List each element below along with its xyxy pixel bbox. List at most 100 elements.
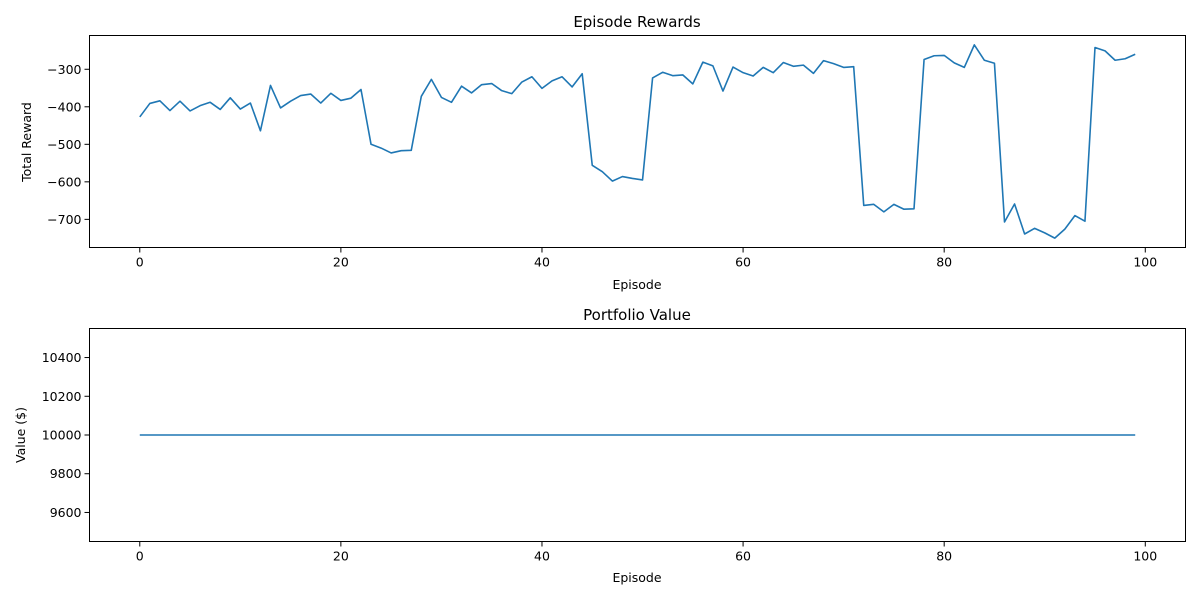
y-axis-label: Total Reward: [19, 102, 34, 183]
x-tick-label: 40: [534, 255, 550, 270]
data-point: [430, 78, 432, 80]
data-point: [521, 81, 523, 83]
x-tick-label: 60: [735, 549, 751, 564]
data-point: [511, 92, 513, 94]
data-point: [541, 87, 543, 89]
episode-rewards-chart: Episode Rewards Episode Total Reward 0 20…: [19, 13, 1186, 292]
data-point: [782, 61, 784, 63]
data-point: [913, 208, 915, 210]
data-point: [310, 93, 312, 95]
data-point: [752, 75, 754, 77]
data-point: [601, 171, 603, 173]
data-point: [139, 434, 141, 436]
x-tick-label: 100: [1133, 255, 1157, 270]
data-point: [1134, 434, 1136, 436]
data-point: [561, 76, 563, 78]
data-point: [702, 61, 704, 63]
data-point: [792, 65, 794, 67]
data-point: [299, 94, 301, 96]
data-point: [1023, 233, 1025, 235]
data-point: [943, 54, 945, 56]
y-tick-label: 9800: [50, 466, 82, 481]
data-point: [269, 84, 271, 86]
plot-frame: [89, 328, 1186, 542]
data-point: [762, 66, 764, 68]
y-tick-label: 9600: [50, 505, 82, 520]
data-point: [732, 66, 734, 68]
data-point: [903, 208, 905, 210]
data-point: [480, 83, 482, 85]
data-point: [380, 147, 382, 149]
data-point: [671, 74, 673, 76]
data-point: [802, 64, 804, 66]
data-point: [641, 179, 643, 181]
data-point: [873, 203, 875, 205]
data-point: [279, 107, 281, 109]
data-point: [812, 72, 814, 74]
series-group: [139, 44, 1136, 239]
x-tick-label: 0: [136, 549, 144, 564]
data-point: [501, 89, 503, 91]
data-point: [219, 108, 221, 110]
data-point: [571, 86, 573, 88]
y-tick-label: 10400: [42, 350, 82, 365]
tick-group: 0 20 40 60 80 100 −700 −600 −500 −400 −300: [47, 62, 1157, 270]
data-point: [893, 203, 895, 205]
data-point: [450, 101, 452, 103]
data-point: [199, 104, 201, 106]
data-point: [1003, 221, 1005, 223]
data-point: [189, 110, 191, 112]
chart-title: Episode Rewards: [573, 13, 701, 31]
data-point: [350, 97, 352, 99]
x-tick-label: 20: [333, 255, 349, 270]
data-point: [631, 177, 633, 179]
data-point: [400, 149, 402, 151]
x-axis-label: Episode: [612, 277, 661, 292]
data-point: [651, 77, 653, 79]
data-point: [1033, 227, 1035, 229]
portfolio-value-chart: Portfolio Value Episode Value ($) 0 20 40 6…: [13, 306, 1186, 585]
data-point: [883, 211, 885, 213]
data-point: [712, 65, 714, 67]
data-point: [470, 92, 472, 94]
data-point: [1124, 58, 1126, 60]
data-point: [581, 73, 583, 75]
data-point: [320, 102, 322, 104]
data-point: [149, 102, 151, 104]
data-point: [973, 44, 975, 46]
y-tick-label: −600: [47, 174, 81, 189]
data-point: [611, 180, 613, 182]
data-point: [822, 59, 824, 61]
data-point: [360, 88, 362, 90]
data-point: [661, 71, 663, 73]
x-axis-label: Episode: [612, 570, 661, 585]
x-tick-label: 40: [534, 549, 550, 564]
data-point: [722, 90, 724, 92]
y-axis-label: Value ($): [13, 407, 28, 463]
data-point: [983, 59, 985, 61]
data-point: [621, 175, 623, 177]
data-point: [1134, 53, 1136, 55]
y-tick-label: −500: [47, 137, 81, 152]
series-group: [139, 434, 1136, 436]
x-tick-label: 80: [936, 255, 952, 270]
data-point: [1064, 228, 1066, 230]
data-point: [460, 85, 462, 87]
data-point: [772, 71, 774, 73]
data-point: [692, 83, 694, 85]
chart-title: Portfolio Value: [583, 306, 691, 324]
data-point: [1044, 232, 1046, 234]
data-point: [249, 102, 251, 104]
data-point: [169, 109, 171, 111]
data-point: [330, 92, 332, 94]
data-point: [1114, 59, 1116, 61]
data-point: [410, 149, 412, 151]
data-point: [370, 143, 372, 145]
series-line: [139, 44, 1136, 239]
data-point: [1084, 220, 1086, 222]
data-point: [209, 101, 211, 103]
tick-group: 0 20 40 60 80 100 9600 9800 10000 10200 10400: [42, 350, 1158, 563]
data-point: [591, 164, 593, 166]
data-point: [340, 99, 342, 101]
x-tick-label: 80: [936, 549, 952, 564]
